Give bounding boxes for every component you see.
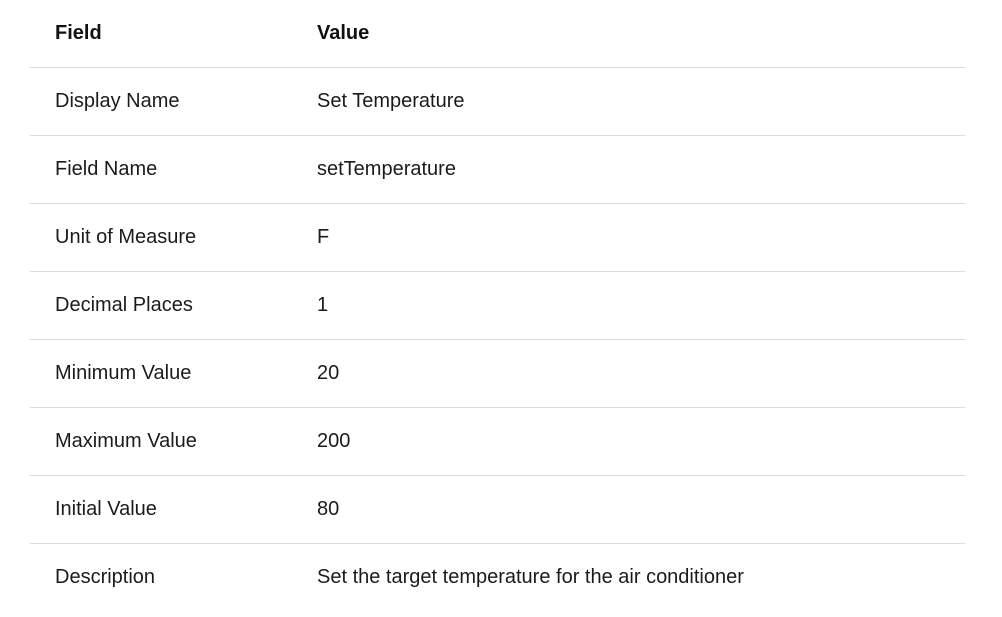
field-cell: Decimal Places xyxy=(55,294,193,316)
field-cell: Unit of Measure xyxy=(55,226,197,248)
table-row: Description Set the target temperature f… xyxy=(30,544,965,612)
table-row: Minimum Value 20 xyxy=(30,340,965,408)
value-cell: 80 xyxy=(317,498,340,520)
value-cell: 200 xyxy=(317,430,351,452)
value-cell: Set the target temperature for the air c… xyxy=(317,566,744,588)
field-cell: Field Name xyxy=(55,158,158,180)
table-row: Display Name Set Temperature xyxy=(30,68,965,136)
table-row: Initial Value 80 xyxy=(30,476,965,544)
field-cell: Initial Value xyxy=(55,498,157,520)
table-row: Decimal Places 1 xyxy=(30,272,965,340)
value-cell: 1 xyxy=(317,294,329,316)
value-cell: 20 xyxy=(317,362,340,384)
value-cell: setTemperature xyxy=(317,158,456,180)
field-cell: Description xyxy=(55,566,156,588)
table-row: Field Name setTemperature xyxy=(30,136,965,204)
column-header-field: Field xyxy=(55,22,102,44)
table-header-row: Field Value xyxy=(30,0,965,68)
value-cell: F xyxy=(317,226,330,248)
table-row: Maximum Value 200 xyxy=(30,408,965,476)
field-cell: Minimum Value xyxy=(55,362,192,384)
field-cell: Maximum Value xyxy=(55,430,197,452)
value-cell: Set Temperature xyxy=(317,90,465,112)
field-cell: Display Name xyxy=(55,90,180,112)
properties-table: Field Value Display Name Set Temperature… xyxy=(30,0,965,611)
properties-table-container: Field Value Display Name Set Temperature… xyxy=(30,0,965,611)
column-header-value: Value xyxy=(317,22,370,44)
table-row: Unit of Measure F xyxy=(30,204,965,272)
